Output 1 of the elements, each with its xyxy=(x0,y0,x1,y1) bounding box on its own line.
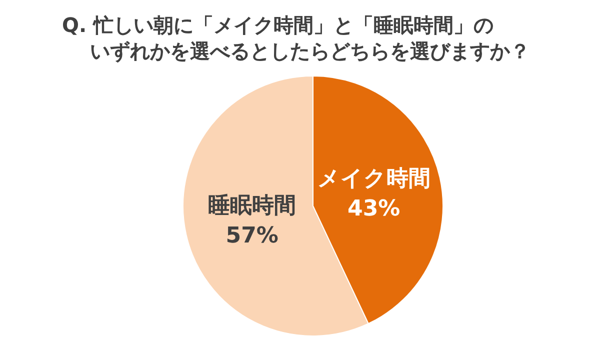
title: Q. 忙しい朝に「メイク時間」と「睡眠時間」のいずれかを選べるとしたらどちらを選びますか？ xyxy=(62,13,530,63)
